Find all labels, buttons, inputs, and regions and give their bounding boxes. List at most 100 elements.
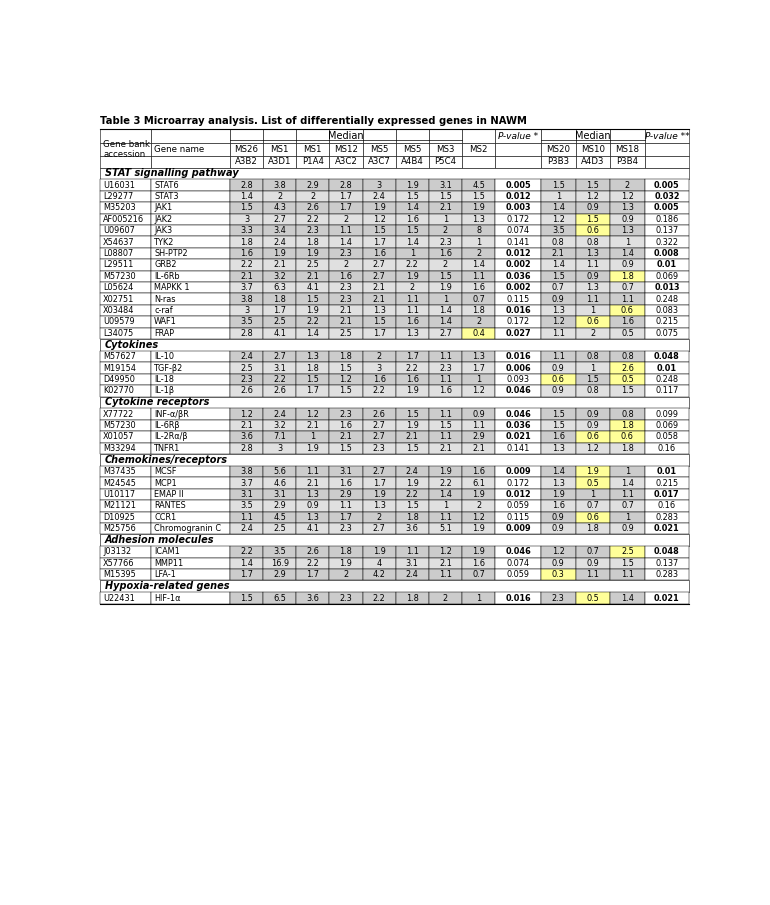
Text: 1.5: 1.5 xyxy=(306,375,320,384)
FancyBboxPatch shape xyxy=(644,316,689,328)
FancyBboxPatch shape xyxy=(230,259,263,271)
Text: ICAM1: ICAM1 xyxy=(154,548,180,557)
FancyBboxPatch shape xyxy=(541,271,575,282)
FancyBboxPatch shape xyxy=(263,593,296,604)
FancyBboxPatch shape xyxy=(330,129,363,143)
Text: 2.9: 2.9 xyxy=(340,490,353,499)
Text: FRAP: FRAP xyxy=(154,329,174,338)
FancyBboxPatch shape xyxy=(462,408,495,420)
Text: 2: 2 xyxy=(443,226,448,235)
FancyBboxPatch shape xyxy=(230,431,263,443)
Text: 0.003: 0.003 xyxy=(505,204,531,213)
FancyBboxPatch shape xyxy=(495,593,541,604)
Text: 2.5: 2.5 xyxy=(240,364,253,373)
Text: 1.7: 1.7 xyxy=(340,192,353,201)
Text: 0.248: 0.248 xyxy=(655,375,678,384)
FancyBboxPatch shape xyxy=(151,500,230,511)
Text: 3.5: 3.5 xyxy=(552,226,564,235)
Text: 2.2: 2.2 xyxy=(406,490,419,499)
Text: 0.6: 0.6 xyxy=(552,375,564,384)
Text: 3.1: 3.1 xyxy=(240,490,253,499)
Text: 0.083: 0.083 xyxy=(655,306,678,315)
FancyBboxPatch shape xyxy=(296,443,330,454)
Text: 2.9: 2.9 xyxy=(273,570,286,579)
FancyBboxPatch shape xyxy=(575,282,610,293)
FancyBboxPatch shape xyxy=(462,500,495,511)
FancyBboxPatch shape xyxy=(263,477,296,489)
FancyBboxPatch shape xyxy=(230,282,263,293)
FancyBboxPatch shape xyxy=(541,214,575,225)
FancyBboxPatch shape xyxy=(263,316,296,328)
FancyBboxPatch shape xyxy=(230,157,263,167)
FancyBboxPatch shape xyxy=(100,225,151,236)
FancyBboxPatch shape xyxy=(429,523,462,534)
Text: 2.3: 2.3 xyxy=(439,364,452,373)
Text: 1.8: 1.8 xyxy=(406,594,419,603)
Text: 2.1: 2.1 xyxy=(406,433,419,442)
Text: 2.2: 2.2 xyxy=(306,214,320,224)
FancyBboxPatch shape xyxy=(610,248,644,259)
Text: 1.9: 1.9 xyxy=(373,548,386,557)
Text: 1.8: 1.8 xyxy=(306,364,320,373)
FancyBboxPatch shape xyxy=(429,351,462,362)
Text: 2.4: 2.4 xyxy=(406,570,419,579)
Text: 2.2: 2.2 xyxy=(240,261,253,270)
Text: 0.9: 0.9 xyxy=(552,513,564,522)
FancyBboxPatch shape xyxy=(429,271,462,282)
FancyBboxPatch shape xyxy=(575,328,610,339)
FancyBboxPatch shape xyxy=(263,328,296,339)
FancyBboxPatch shape xyxy=(263,557,296,569)
FancyBboxPatch shape xyxy=(541,593,575,604)
Text: 1.9: 1.9 xyxy=(472,548,485,557)
Text: 4.5: 4.5 xyxy=(273,513,286,522)
Text: 0.6: 0.6 xyxy=(587,513,599,522)
Text: 0.283: 0.283 xyxy=(655,570,678,579)
Text: 0.172: 0.172 xyxy=(507,214,530,224)
Text: 2.2: 2.2 xyxy=(273,375,286,384)
Text: M57627: M57627 xyxy=(103,352,136,361)
FancyBboxPatch shape xyxy=(100,523,151,534)
FancyBboxPatch shape xyxy=(610,214,644,225)
FancyBboxPatch shape xyxy=(263,489,296,500)
Text: M15395: M15395 xyxy=(103,570,136,579)
Text: 4.1: 4.1 xyxy=(306,283,320,292)
Text: 2.2: 2.2 xyxy=(373,594,386,603)
FancyBboxPatch shape xyxy=(151,129,230,143)
FancyBboxPatch shape xyxy=(575,271,610,282)
FancyBboxPatch shape xyxy=(462,386,495,396)
Text: 1: 1 xyxy=(443,214,448,224)
FancyBboxPatch shape xyxy=(230,593,263,604)
FancyBboxPatch shape xyxy=(541,282,575,293)
Text: 4.3: 4.3 xyxy=(273,204,286,213)
FancyBboxPatch shape xyxy=(263,129,296,143)
FancyBboxPatch shape xyxy=(610,477,644,489)
FancyBboxPatch shape xyxy=(263,179,296,191)
Text: 3: 3 xyxy=(377,364,382,373)
Text: U09607: U09607 xyxy=(103,226,135,235)
FancyBboxPatch shape xyxy=(644,202,689,214)
Text: 2: 2 xyxy=(443,594,448,603)
Text: 1.6: 1.6 xyxy=(406,318,419,327)
FancyBboxPatch shape xyxy=(575,259,610,271)
Text: 0.021: 0.021 xyxy=(654,524,680,533)
FancyBboxPatch shape xyxy=(230,143,263,157)
Text: 0.059: 0.059 xyxy=(507,501,530,510)
FancyBboxPatch shape xyxy=(396,293,429,305)
FancyBboxPatch shape xyxy=(330,547,363,557)
FancyBboxPatch shape xyxy=(644,179,689,191)
Text: IL-6Rβ: IL-6Rβ xyxy=(154,421,179,430)
Text: 2: 2 xyxy=(343,214,349,224)
Text: 1.3: 1.3 xyxy=(552,479,564,488)
FancyBboxPatch shape xyxy=(429,362,462,374)
FancyBboxPatch shape xyxy=(296,143,330,157)
Text: 0.8: 0.8 xyxy=(621,352,634,361)
FancyBboxPatch shape xyxy=(610,408,644,420)
Text: 2.3: 2.3 xyxy=(552,594,564,603)
Text: 0.8: 0.8 xyxy=(552,238,564,247)
Text: 2.2: 2.2 xyxy=(439,479,452,488)
FancyBboxPatch shape xyxy=(100,167,689,179)
FancyBboxPatch shape xyxy=(495,157,541,167)
Text: INF-α/βR: INF-α/βR xyxy=(154,410,189,419)
Text: P3B3: P3B3 xyxy=(547,157,569,167)
FancyBboxPatch shape xyxy=(610,316,644,328)
